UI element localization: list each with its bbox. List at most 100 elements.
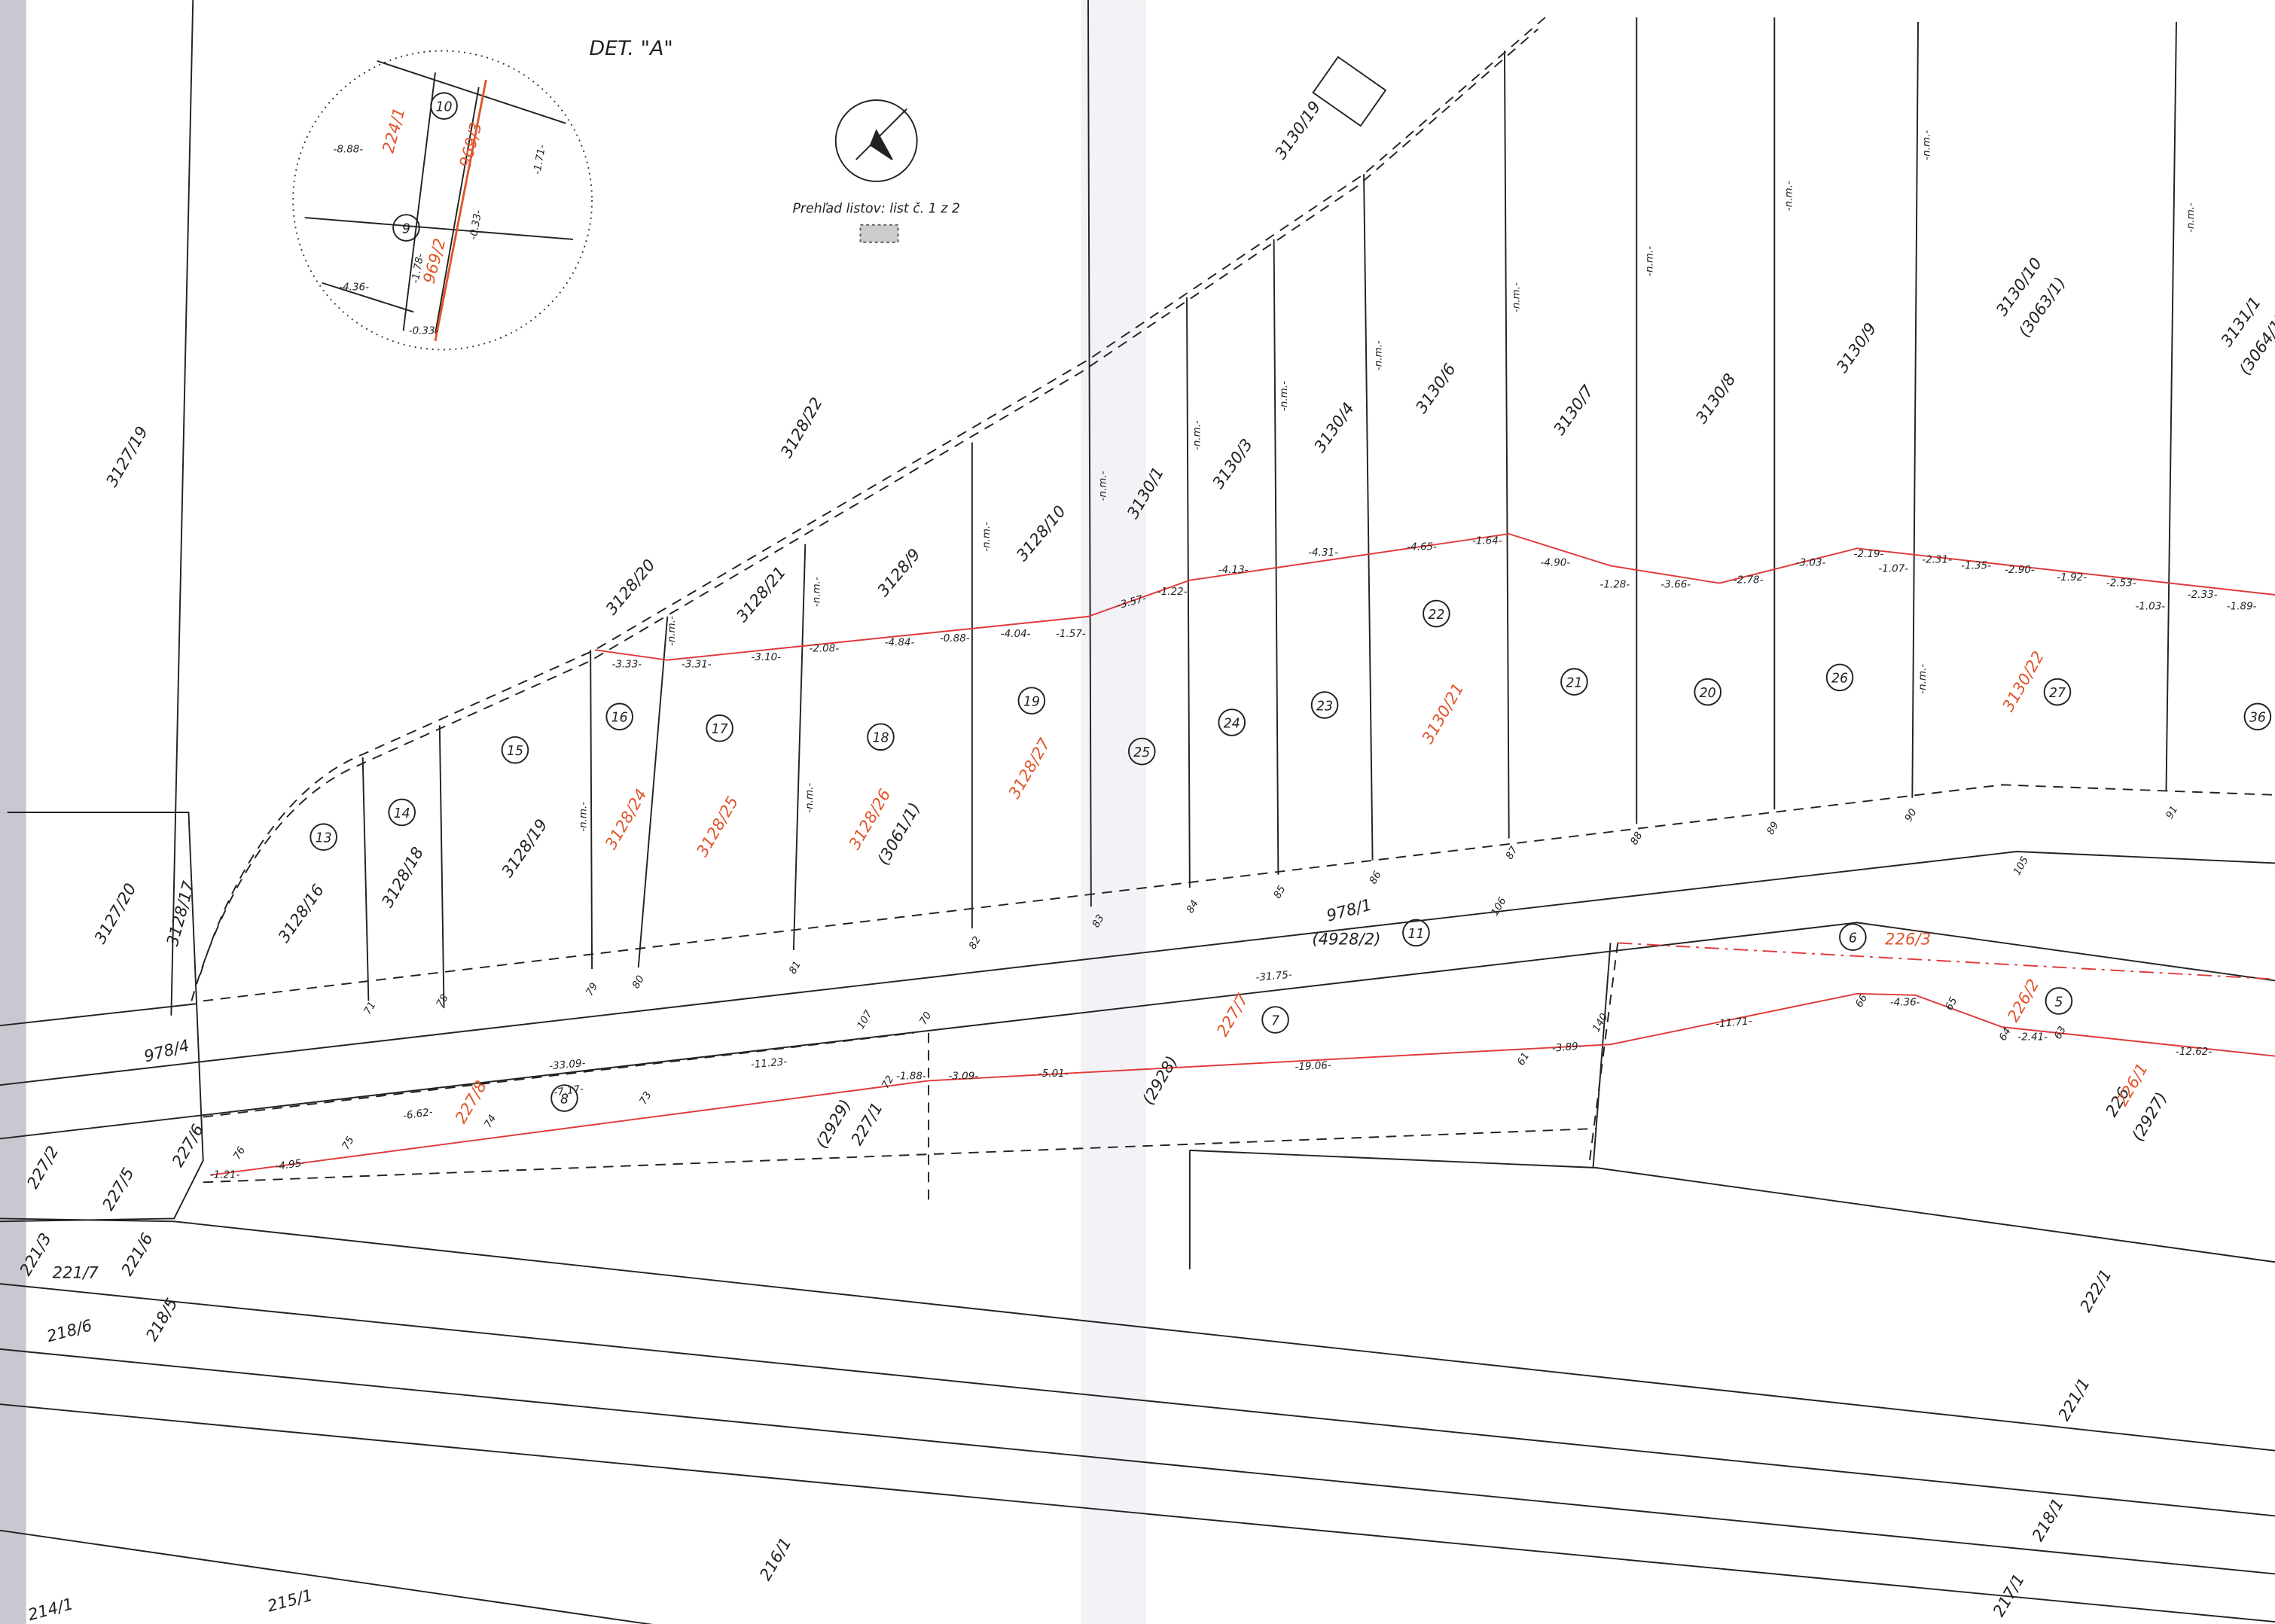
- dimension: -1.64-: [1472, 535, 1502, 547]
- point-number: 72: [880, 1074, 896, 1091]
- dimension: -2.33-: [2188, 589, 2218, 601]
- circled-number: 10: [436, 100, 453, 115]
- sheet-overview: Prehľad listov: list č. 1 z 2: [792, 201, 959, 216]
- dimension: -1.78-: [410, 252, 427, 284]
- not-measured: -n.m.-: [1644, 246, 1656, 276]
- dimension: -1.22-: [1157, 586, 1188, 598]
- dimension: -5.01-: [1038, 1068, 1069, 1080]
- circled-number: 8: [560, 1092, 569, 1107]
- point-number: 66: [1853, 992, 1870, 1010]
- dimension: -1.89-: [2227, 600, 2257, 612]
- dimension: -31.75-: [1255, 969, 1293, 984]
- dimension: -2.41-: [2017, 1031, 2048, 1044]
- parcel-label-new: 226/3: [1885, 930, 1931, 949]
- point-number: 71: [361, 1000, 378, 1017]
- dimension: -2.78-: [1734, 574, 1764, 587]
- dimension: -0.33-: [468, 209, 485, 241]
- circled-number: 5: [2054, 995, 2063, 1010]
- dimension: -11.23-: [750, 1056, 788, 1071]
- point-number: 80: [630, 973, 647, 991]
- circle-marker: [867, 723, 895, 751]
- point-number: 75: [340, 1135, 356, 1152]
- circled-number: 36: [2249, 711, 2266, 726]
- dimension: -4.95-: [275, 1156, 306, 1172]
- dimension: -3.10-: [751, 651, 781, 663]
- dimension: -2.31-: [1922, 554, 1952, 566]
- point-number: 88: [1628, 830, 1645, 847]
- dimension: -2.90-: [2005, 564, 2035, 576]
- circled-number: 13: [316, 831, 332, 846]
- point-number: 81: [787, 959, 804, 977]
- circle-marker: [706, 714, 733, 742]
- circled-number: 15: [507, 744, 523, 759]
- circle-marker: [1218, 708, 1246, 736]
- dimension: -1.21-: [210, 1169, 240, 1181]
- not-measured: -n.m.-: [1191, 420, 1203, 450]
- circled-number: 16: [611, 711, 628, 726]
- circle-marker: [310, 823, 337, 852]
- point-number: 85: [1271, 884, 1288, 901]
- not-measured: -n.m.-: [811, 577, 823, 607]
- dimension: -3.66-: [1661, 578, 1691, 590]
- not-measured: -n.m.-: [1372, 340, 1384, 370]
- not-measured: -n.m.-: [1278, 381, 1290, 411]
- dimension: -2.53-: [2106, 577, 2136, 590]
- parcel-label: (4928/2): [1312, 930, 1380, 949]
- dimension: -0.88-: [940, 632, 970, 644]
- dimension: -4.84-: [885, 637, 915, 649]
- point-number: 87: [1503, 844, 1520, 861]
- dimension: -1.35-: [1961, 559, 1991, 571]
- circle-marker: [550, 1084, 578, 1112]
- circle-marker: [392, 214, 420, 242]
- point-number: 61: [1515, 1050, 1532, 1068]
- not-measured: -n.m.-: [1096, 471, 1109, 501]
- circle-marker: [1423, 599, 1450, 628]
- circled-number: 7: [1271, 1013, 1279, 1028]
- dimension: -4.36-: [339, 282, 369, 294]
- dimension: -1.28-: [1600, 578, 1630, 590]
- circle-marker: [1402, 919, 1430, 947]
- point-number: 91: [2164, 804, 2180, 821]
- circled-number: 20: [1700, 686, 1716, 701]
- point-number: 82: [967, 934, 983, 952]
- dimension: -6.62-: [402, 1106, 434, 1122]
- circle-marker: [1017, 687, 1046, 714]
- point-number: 74: [482, 1113, 499, 1130]
- circled-number: 9: [402, 221, 410, 236]
- dimension: -8.88-: [334, 143, 364, 155]
- circle-marker: [1310, 691, 1339, 719]
- dimension: -0.33-: [409, 324, 439, 337]
- point-number: 65: [1943, 995, 1959, 1013]
- dimension: -4.04-: [1001, 628, 1031, 640]
- not-measured: -n.m.-: [2185, 203, 2197, 233]
- point-number: 84: [1184, 898, 1200, 916]
- point-number: 90: [1902, 806, 1919, 824]
- circled-number: 17: [712, 722, 728, 737]
- dimension: -4.13-: [1218, 564, 1249, 576]
- circle-marker: [1127, 737, 1156, 766]
- not-measured: -n.m.-: [1921, 130, 1933, 160]
- circled-number: 11: [1407, 927, 1424, 942]
- point-number: 73: [637, 1089, 654, 1107]
- dimension: -4.90-: [1541, 557, 1571, 569]
- circle-marker: [388, 798, 416, 827]
- point-number: 63: [2052, 1024, 2069, 1041]
- dimension: -12.62-: [2176, 1046, 2212, 1058]
- point-number: 76: [231, 1144, 248, 1162]
- not-measured: -n.m.-: [578, 802, 590, 832]
- circled-number: 22: [1428, 608, 1444, 623]
- point-number: 89: [1764, 820, 1781, 837]
- circle-marker: [1261, 1006, 1289, 1034]
- circle-marker: [605, 702, 633, 731]
- dimension: -2.08-: [809, 642, 839, 654]
- circle-marker: [1560, 668, 1588, 696]
- dimension: -4.65-: [1407, 541, 1437, 553]
- dimension: -4.36-: [1890, 996, 1920, 1008]
- point-number: 78: [434, 992, 450, 1010]
- circled-number: 23: [1316, 699, 1333, 714]
- circle-marker: [2243, 702, 2272, 731]
- circled-number: 26: [1831, 672, 1848, 687]
